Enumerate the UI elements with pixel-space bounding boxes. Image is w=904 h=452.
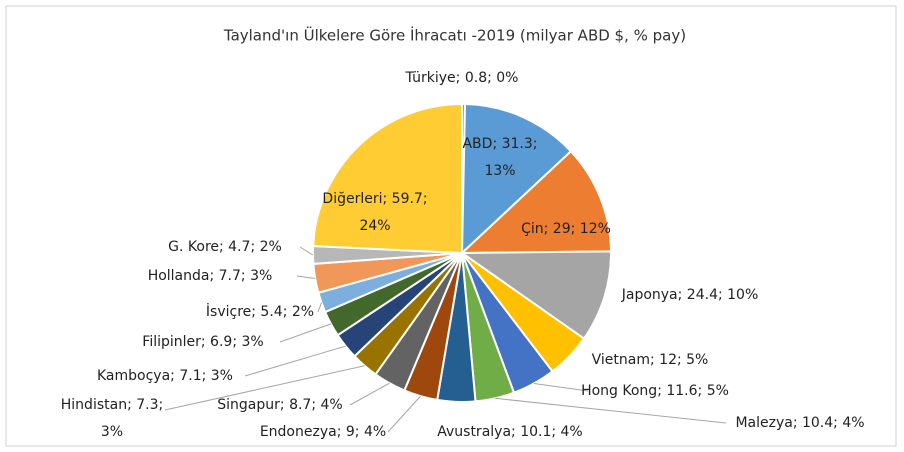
data-label: Endonezya; 9; 4% <box>260 424 386 440</box>
data-label: Hong Kong; 11.6; 5% <box>581 383 729 399</box>
data-label: Vietnam; 12; 5% <box>592 352 709 368</box>
data-label: Japonya; 24.4; 10% <box>621 287 759 303</box>
leader-line <box>164 365 365 411</box>
leader-line <box>349 382 390 406</box>
leader-line <box>299 246 314 256</box>
data-label: Türkiye; 0.8; 0% <box>405 70 519 86</box>
leader-line <box>244 345 346 377</box>
pie-slice <box>458 250 612 341</box>
label-line: Diğerleri; 59.7; <box>322 191 427 207</box>
data-label: Hindistan; 7.3; 3% <box>61 397 163 440</box>
data-label: Diğerleri; 59.7; 24% <box>322 191 427 234</box>
label-line: 3% <box>101 424 123 440</box>
leader-line <box>387 395 421 433</box>
pie-slice <box>312 102 463 255</box>
leader-line <box>279 323 332 343</box>
label-line: Hindistan; 7.3; <box>61 397 163 413</box>
label-line: 13% <box>484 163 515 179</box>
pie-slice <box>460 103 573 256</box>
data-label: Filipinler; 6.9; 3% <box>142 334 263 350</box>
data-label: Hollanda; 7.7; 3% <box>148 268 273 284</box>
data-label: Çin; 29; 12% <box>521 221 611 237</box>
label-line: ABD; 31.3; <box>462 136 537 152</box>
leader-line <box>494 397 727 424</box>
pie-slice <box>459 149 613 255</box>
label-line: 24% <box>359 218 390 234</box>
data-label: ABD; 31.3; 13% <box>462 136 537 179</box>
leader-line <box>296 275 316 279</box>
data-label: G. Kore; 4.7; 2% <box>168 239 282 255</box>
leader-line <box>317 302 322 313</box>
data-label: Avustralya; 10.1; 4% <box>437 424 583 440</box>
leader-line <box>533 382 589 392</box>
data-label: Singapur; 8.7; 4% <box>217 397 342 413</box>
data-label: İsviçre; 5.4; 2% <box>206 302 314 320</box>
data-label: Malezya; 10.4; 4% <box>735 415 864 431</box>
chart-title: Tayland'ın Ülkelere Göre İhracatı -2019 … <box>223 26 686 45</box>
data-label: Kamboçya; 7.1; 3% <box>97 368 233 384</box>
